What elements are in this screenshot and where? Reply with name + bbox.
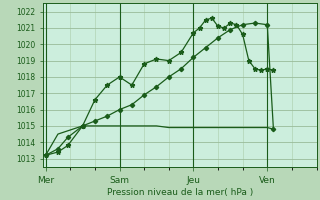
X-axis label: Pression niveau de la mer( hPa ): Pression niveau de la mer( hPa ) [107,188,253,197]
